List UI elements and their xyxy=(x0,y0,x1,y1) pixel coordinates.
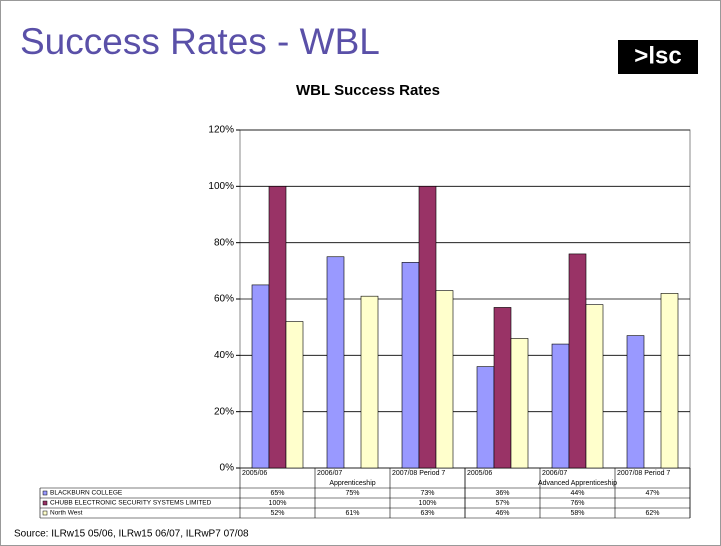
table-cell: 100% xyxy=(419,500,437,507)
table-cell: 36% xyxy=(495,490,509,497)
y-tick-label: 0% xyxy=(220,463,235,474)
y-tick-label: 120% xyxy=(208,125,234,136)
table-cell: 46% xyxy=(495,510,509,517)
y-tick-label: 100% xyxy=(208,181,234,192)
table-cell: 57% xyxy=(495,500,509,507)
table-cell: 52% xyxy=(270,510,284,517)
table-cell: 100% xyxy=(269,500,287,507)
x-tick-label: 2005/06 xyxy=(467,470,492,477)
y-tick-label: 20% xyxy=(214,406,234,417)
x-tick-label: 2005/06 xyxy=(242,470,267,477)
bar xyxy=(326,256,345,469)
bar xyxy=(551,343,570,469)
logo-box xyxy=(618,40,698,74)
table-cell: 75% xyxy=(345,490,359,497)
group-label: Apprenticeship xyxy=(329,480,375,487)
bar xyxy=(510,338,529,469)
logo: >lsc xyxy=(634,42,681,69)
legend-label: BLACKBURN COLLEGE xyxy=(50,490,123,497)
table-cell: 63% xyxy=(420,510,434,517)
bar xyxy=(418,186,437,469)
table-cell: 65% xyxy=(270,490,284,497)
x-tick-label: 2006/07 xyxy=(542,470,567,477)
table-cell: 62% xyxy=(645,510,659,517)
bar xyxy=(285,321,304,469)
source: Source: ILRw15 05/06, ILRw15 06/07, ILRw… xyxy=(14,529,249,540)
bar xyxy=(401,262,420,469)
table-cell: 44% xyxy=(570,490,584,497)
bar xyxy=(435,290,454,469)
bar xyxy=(493,307,512,469)
legend-label: North West xyxy=(50,510,83,517)
slide-title: Success Rates - WBL xyxy=(20,21,380,62)
bar xyxy=(268,186,287,469)
bar xyxy=(660,293,679,469)
bar xyxy=(360,295,379,469)
legend-swatch xyxy=(42,510,48,516)
bar xyxy=(585,304,604,469)
bar xyxy=(626,335,645,469)
y-tick-label: 60% xyxy=(214,294,234,305)
chart-title: WBL Success Rates xyxy=(296,82,440,99)
legend-label: CHUBB ELECTRONIC SECURITY SYSTEMS LIMITE… xyxy=(50,500,212,507)
group-label: Advanced Apprenticeship xyxy=(538,480,617,487)
legend-swatch xyxy=(42,500,48,506)
y-tick-label: 40% xyxy=(214,350,234,361)
table-cell: 47% xyxy=(645,490,659,497)
table-cell: 73% xyxy=(420,490,434,497)
legend-swatch xyxy=(42,490,48,496)
y-tick-label: 80% xyxy=(214,237,234,248)
table-cell: 58% xyxy=(570,510,584,517)
bar xyxy=(476,366,495,469)
x-tick-label: 2007/08 Period 7 xyxy=(617,470,670,477)
x-tick-label: 2007/08 Period 7 xyxy=(392,470,445,477)
x-tick-label: 2006/07 xyxy=(317,470,342,477)
bar xyxy=(251,284,270,469)
table-cell: 76% xyxy=(570,500,584,507)
bar xyxy=(568,253,587,469)
table-cell: 61% xyxy=(345,510,359,517)
